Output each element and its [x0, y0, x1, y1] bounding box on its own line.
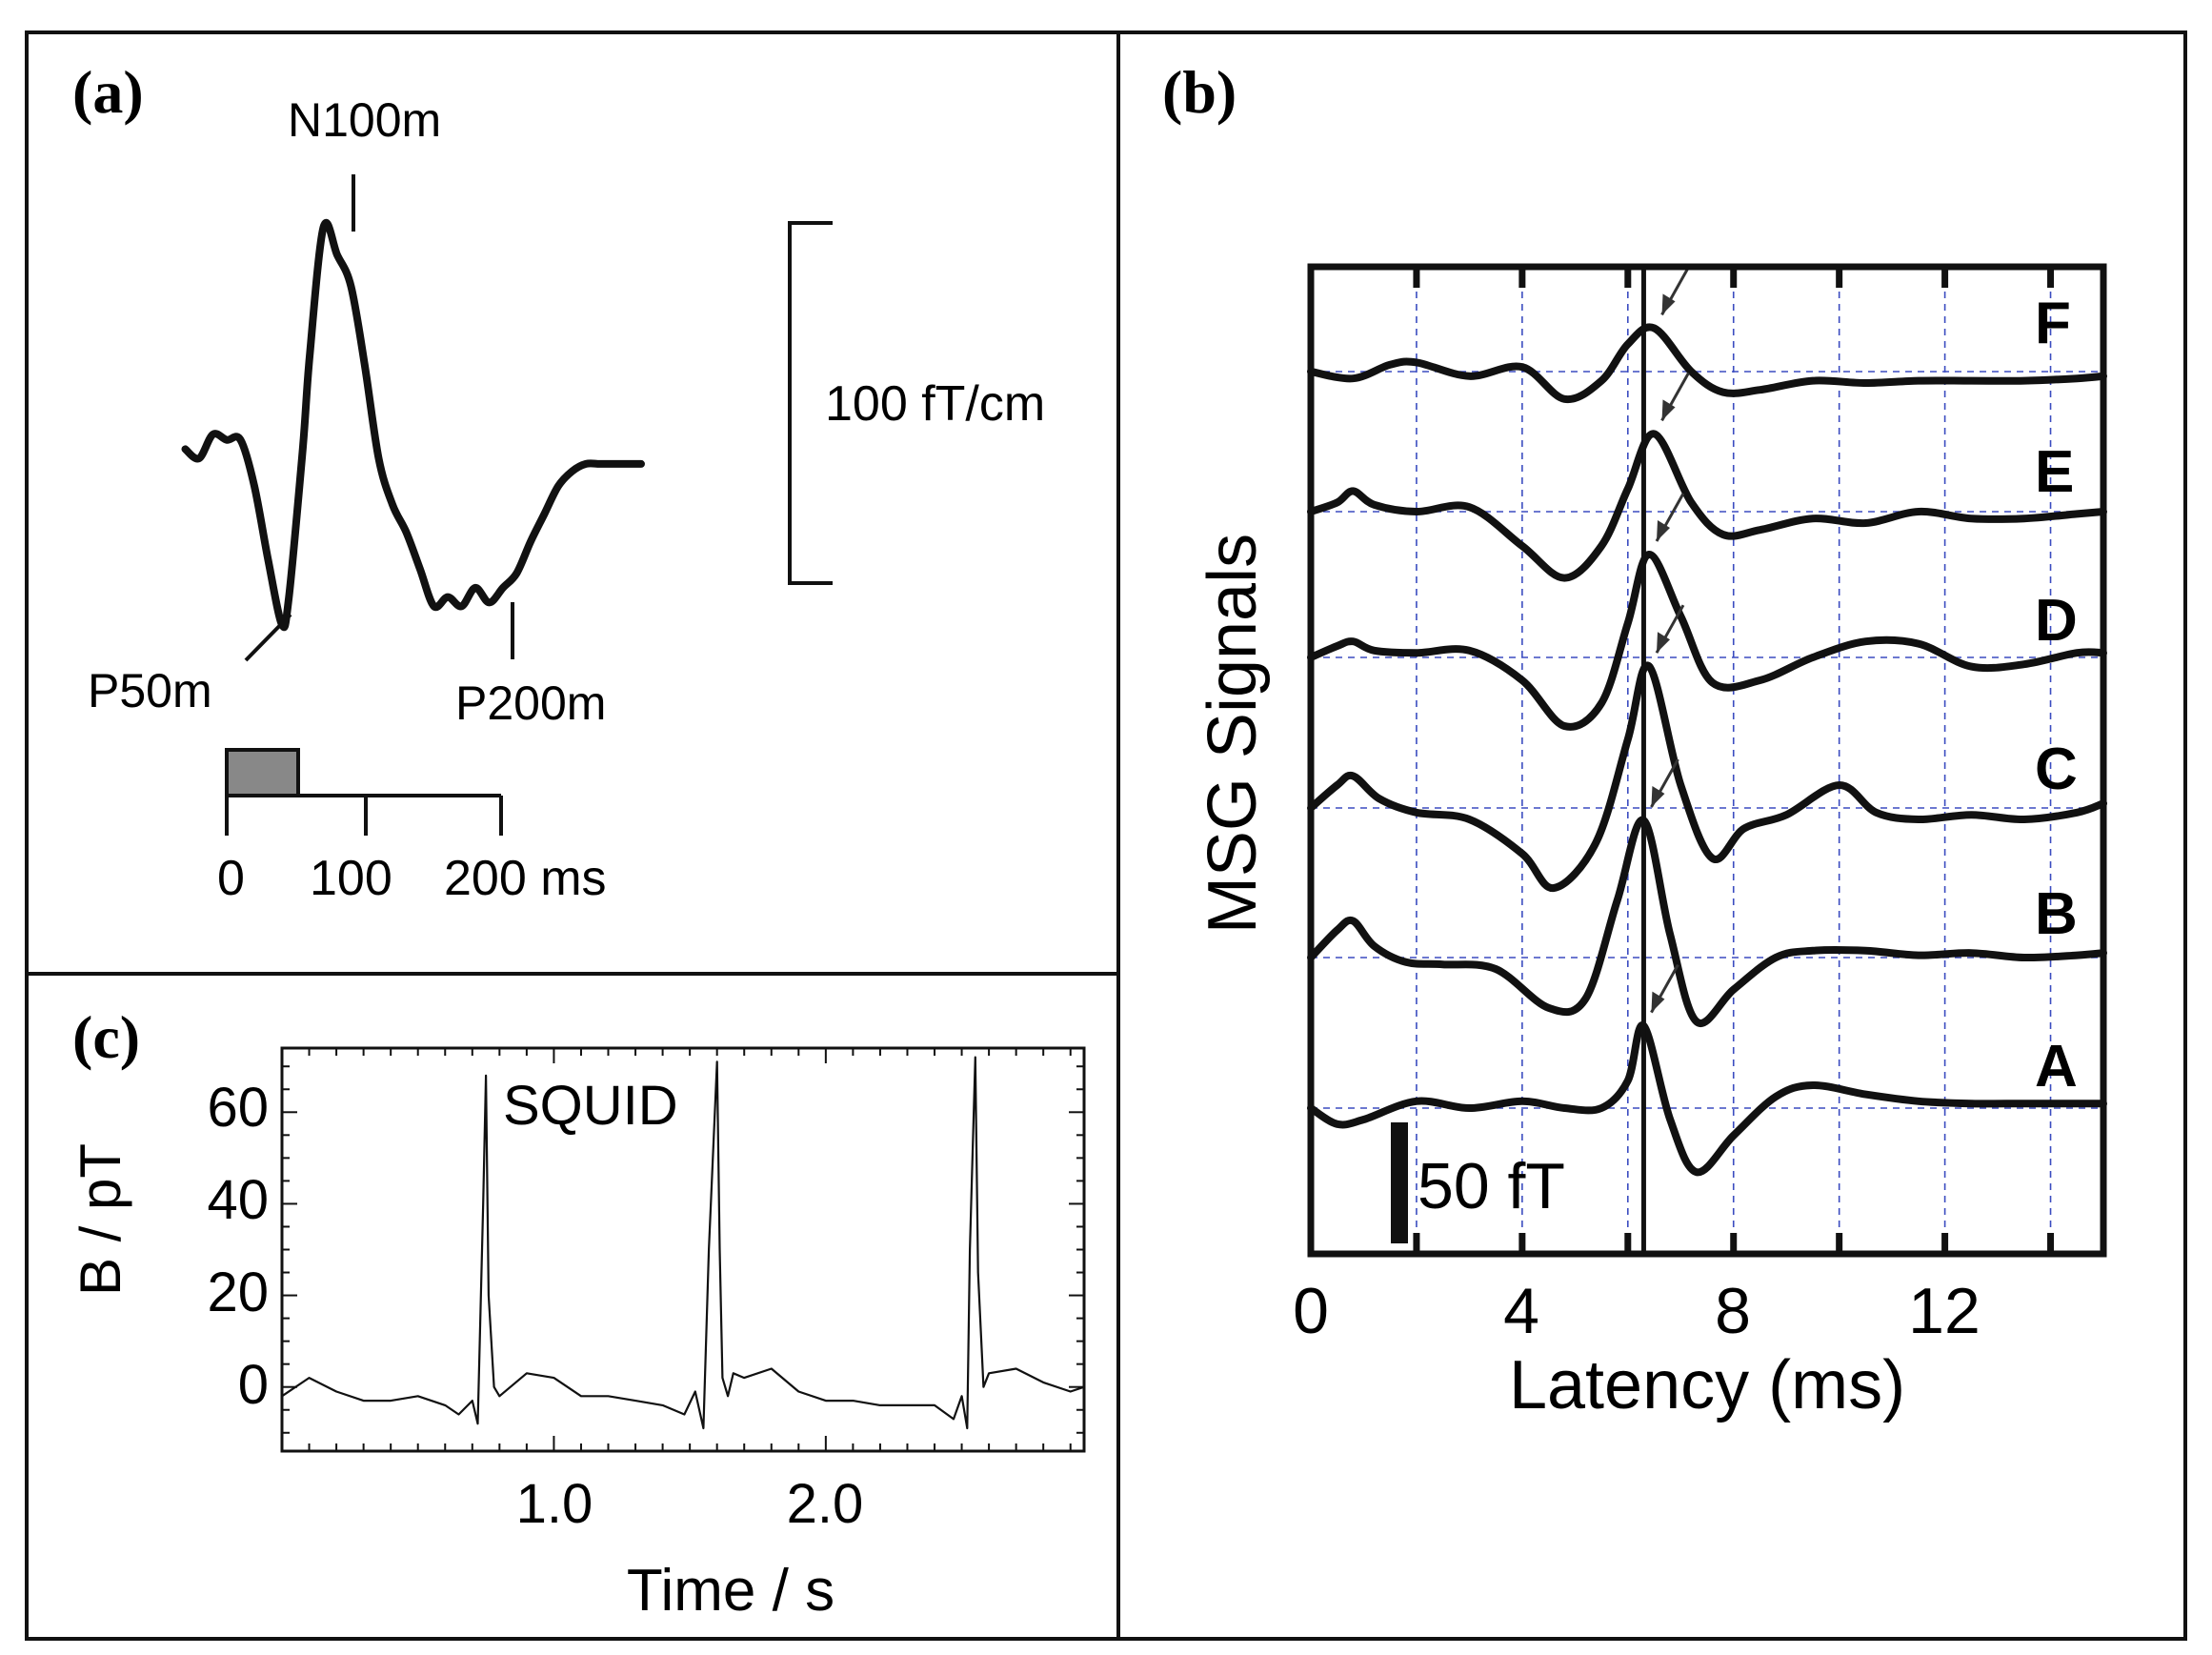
panel-b-ticks [1413, 267, 2055, 1254]
trace-label-c: C [2035, 737, 2078, 802]
peak-arrowhead [1661, 293, 1676, 315]
trace-label-d: D [2035, 588, 2078, 654]
ytick-label-0: 0 [238, 1354, 269, 1416]
squid-trace [281, 1056, 1085, 1430]
xtick-label-8: 8 [1715, 1275, 1751, 1347]
panel-c: (c) SQUID 0 20 40 60 1.0 2.0 Time / s B … [69, 1003, 1086, 1624]
amplitude-scale-bracket [788, 221, 833, 585]
msg-trace-f [1307, 323, 2107, 404]
xtick-label-12: 12 [1908, 1275, 1981, 1347]
msg-scale-label: 50 fT [1418, 1150, 1565, 1222]
panel-a-frame [25, 30, 1120, 976]
ytick-label-60: 60 [207, 1077, 269, 1139]
msg-ylabel: MSG Signals [1195, 534, 1271, 934]
evoked-field-trace [181, 218, 645, 632]
trace-label-f: F [2035, 291, 2071, 356]
p200m-label: P200m [455, 676, 606, 730]
time-xlabel: Time / s [627, 1558, 835, 1624]
panel-a-label: (a) [72, 58, 144, 126]
b-ylabel: B / pT [69, 1143, 132, 1296]
peak-arrowhead [1661, 399, 1676, 421]
trace-label-e: E [2035, 439, 2074, 505]
trace-label-b: B [2035, 881, 2078, 947]
panel-c-label: (c) [72, 1003, 140, 1071]
squid-annotation: SQUID [503, 1075, 678, 1137]
time-tick-label-0: 0 [217, 851, 245, 906]
msg-trace-d [1307, 551, 2107, 731]
msg-trace-a [1307, 1021, 2107, 1177]
ytick-label-40: 40 [207, 1169, 269, 1231]
time-tick-label-200: 200 ms [444, 851, 607, 906]
xtick-label-2-0: 2.0 [787, 1473, 864, 1535]
time-tick-label-100: 100 [310, 851, 392, 906]
ytick-label-20: 20 [207, 1261, 269, 1323]
latency-xlabel: Latency (ms) [1509, 1347, 1905, 1423]
xtick-label-4: 4 [1503, 1275, 1539, 1347]
panel-b-frame [1116, 30, 2187, 1641]
panel-b: (b) MSG Signals 50 fT F E D C B A 0 4 8 … [1162, 58, 2107, 1423]
panel-b-label: (b) [1162, 58, 1237, 126]
stimulus-bar [225, 748, 300, 797]
panel-c-ticks [282, 1048, 1084, 1451]
n100m-label: N100m [288, 93, 441, 147]
peak-arrowhead [1651, 991, 1665, 1013]
panel-b-arrows [1650, 266, 1690, 1014]
panel-a: (a) N100m P50m P200m 100 fT/cm 0 100 200… [72, 58, 1045, 906]
panel-c-frame [25, 972, 1120, 1641]
plot-frame-b [1307, 263, 2107, 1258]
trace-label-a: A [2035, 1034, 2078, 1100]
plot-frame-c [280, 1046, 1086, 1453]
xtick-label-1-0: 1.0 [516, 1473, 593, 1535]
panel-b-traces [1307, 323, 2107, 1177]
peak-arrowhead [1656, 520, 1670, 541]
msg-trace-e [1307, 430, 2107, 582]
p50m-label: P50m [88, 664, 212, 717]
msg-scale-bar [1391, 1122, 1408, 1243]
xtick-label-0: 0 [1293, 1275, 1329, 1347]
amplitude-scale-label: 100 fT/cm [825, 376, 1045, 432]
peak-arrowhead [1656, 632, 1670, 654]
msg-trace-b [1307, 816, 2107, 1027]
peak-arrowhead [1651, 786, 1665, 807]
msg-trace-c [1307, 661, 2107, 892]
